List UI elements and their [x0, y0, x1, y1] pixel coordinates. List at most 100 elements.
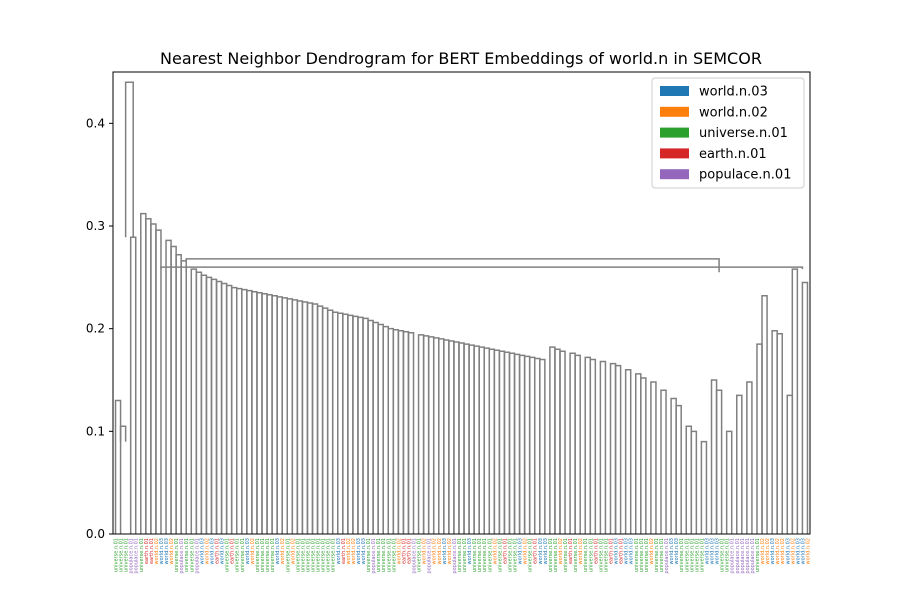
dendrogram-link [599, 360, 607, 534]
leaf-label: universe.n.01 [417, 538, 423, 572]
dendrogram-link [453, 341, 460, 534]
leaf-label: universe.n.01 [119, 538, 125, 572]
leaf-label: universe.n.01 [497, 538, 503, 572]
leaf-label: world.n.03 [614, 538, 620, 564]
leaf-label: world.n.03 [785, 538, 791, 564]
leaf-label: universe.n.01 [184, 538, 190, 572]
legend-swatch [660, 148, 689, 159]
dendrogram-link [650, 381, 657, 534]
leaf-label: universe.n.01 [548, 538, 554, 572]
dendrogram-link [316, 305, 324, 534]
dendrogram-link [195, 271, 203, 534]
dendrogram-link [584, 356, 592, 534]
leaf-label: world.n.03 [467, 538, 473, 564]
leaf-label: populace.n.01 [452, 538, 458, 574]
leaf-label: universe.n.01 [124, 538, 130, 572]
leaf-label: universe.n.01 [366, 538, 372, 572]
leaf-label: universe.n.01 [462, 538, 468, 572]
leaf-label: universe.n.01 [755, 538, 761, 572]
dendrogram-link [407, 332, 415, 534]
leaf-label: universe.n.01 [381, 538, 387, 572]
leaf-label: world.n.03 [159, 538, 165, 564]
dendrogram-link [746, 381, 753, 534]
dendrogram-link [432, 337, 440, 534]
dendrogram-link [402, 331, 410, 534]
dendrogram-link [276, 296, 283, 534]
dendrogram-link [241, 288, 248, 534]
dendrogram-link [690, 430, 698, 534]
leaf-label: universe.n.01 [285, 538, 291, 572]
dendrogram-link [539, 358, 546, 534]
dendrogram-link [256, 291, 263, 534]
dendrogram-link [609, 362, 617, 534]
dendrogram-link [347, 314, 354, 534]
dendrogram-link [503, 351, 511, 534]
leaf-label: world.n.02 [775, 538, 781, 564]
dendrogram-link [761, 295, 768, 534]
leaf-label: world.n.03 [715, 538, 721, 564]
legend: world.n.03 world.n.02 universe.n.01 earth.n… [651, 77, 805, 189]
leaf-label: world.n.03 [543, 538, 549, 564]
dendrogram-link [155, 229, 162, 534]
leaf-label: populace.n.01 [750, 538, 756, 574]
leaf-label: universe.n.01 [679, 538, 685, 572]
dendrogram-link [220, 282, 228, 534]
dendrogram-link [215, 280, 223, 534]
dendrogram-link [549, 346, 556, 534]
chart-title: Nearest Neighbor Dendrogram for BERT Emb… [160, 49, 762, 68]
dendrogram-link [776, 333, 783, 534]
leaf-label: universe.n.01 [634, 538, 640, 572]
leaf-label: world.n.03 [209, 538, 215, 564]
leaf-label: world.n.03 [674, 538, 680, 564]
dendrogram-link [448, 340, 455, 534]
dendrogram-link [372, 321, 379, 534]
dendrogram-link [554, 348, 561, 534]
leaf-label: universe.n.01 [689, 538, 695, 572]
leaf-label: world.n.03 [704, 538, 710, 564]
dendrogram-link [291, 299, 299, 534]
leaf-label: world.n.03 [795, 538, 801, 564]
leaf-label: populace.n.01 [730, 538, 736, 574]
leaf-label: populace.n.01 [745, 538, 751, 574]
dendrogram-link [685, 425, 693, 534]
leaf-label: universe.n.01 [270, 538, 276, 572]
leaf-label: world.n.03 [538, 538, 544, 564]
leaf-label: universe.n.01 [477, 538, 483, 572]
leaf-label: populace.n.01 [194, 538, 200, 574]
dendrogram-link [488, 348, 496, 534]
leaf-label: universe.n.01 [513, 538, 519, 572]
leaf-label: universe.n.01 [265, 538, 271, 572]
leaf-label: world.n.02 [250, 538, 256, 564]
leaf-label: universe.n.01 [311, 538, 317, 572]
dendrogram-link [427, 336, 435, 534]
leaf-label: universe.n.01 [472, 538, 478, 572]
dendrogram-link [660, 389, 667, 534]
dendrogram-link [756, 343, 763, 534]
dendrogram-link [559, 350, 566, 534]
dendrogram-link [675, 404, 682, 534]
y-tick-label: 0.4 [86, 116, 105, 130]
leaf-label: universe.n.01 [300, 538, 306, 572]
dendrogram-link [160, 266, 804, 270]
leaf-label: earth.n.01 [619, 538, 625, 564]
leaf-label: universe.n.01 [598, 538, 604, 572]
dendrogram-link [508, 352, 516, 534]
dendrogram-link [443, 339, 450, 534]
leaf-label: world.n.02 [790, 538, 796, 564]
dendrogram-link [230, 286, 238, 534]
leaf-label: world.n.02 [154, 538, 160, 564]
dendrogram-link [523, 355, 531, 534]
leaf-label: earth.n.01 [341, 538, 347, 564]
dendrogram-link [352, 315, 359, 534]
leaf-label: world.n.03 [164, 538, 170, 564]
leaf-label: earth.n.01 [406, 538, 412, 564]
leaf-label: world.n.03 [356, 538, 362, 564]
leaf-label: world.n.02 [437, 538, 443, 564]
leaf-label: universe.n.01 [174, 538, 180, 572]
dendrogram-link [225, 284, 233, 534]
leaf-label: earth.n.01 [609, 538, 615, 564]
leaf-label: universe.n.01 [603, 538, 609, 572]
leaf-label: universe.n.01 [255, 538, 261, 572]
leaf-label: universe.n.01 [684, 538, 690, 572]
dendrogram-link [377, 323, 384, 534]
